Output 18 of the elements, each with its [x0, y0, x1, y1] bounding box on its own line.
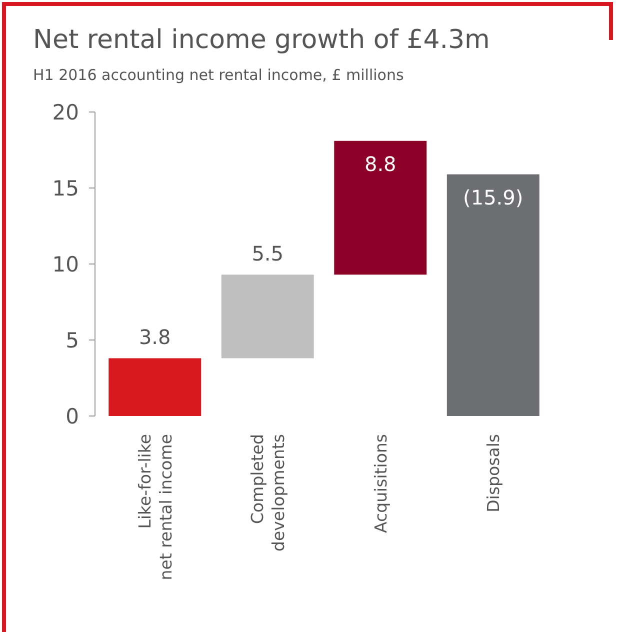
y-tick-label: 0: [66, 404, 79, 428]
bar: [108, 358, 202, 416]
y-tick-label: 5: [66, 328, 79, 352]
y-tick-label: 20: [52, 100, 79, 124]
data-label: (15.9): [463, 185, 524, 210]
x-tick-label: Acquisitions: [371, 434, 390, 533]
bar: [446, 174, 540, 416]
chart-title: Net rental income growth of £4.3m: [33, 25, 490, 55]
bar: [334, 140, 427, 275]
y-tick-label: 15: [52, 176, 79, 200]
x-tick-label: Like-for-like net rental income: [135, 434, 176, 580]
bar: [221, 274, 314, 358]
data-label: 3.8: [138, 325, 171, 350]
data-label: 8.8: [364, 152, 396, 176]
data-label: 5.5: [252, 242, 284, 266]
y-tick-label: 10: [52, 252, 79, 276]
x-tick-label: Disposals: [484, 434, 504, 512]
chart-subtitle: H1 2016 accounting net rental income, £ millions: [33, 66, 404, 84]
